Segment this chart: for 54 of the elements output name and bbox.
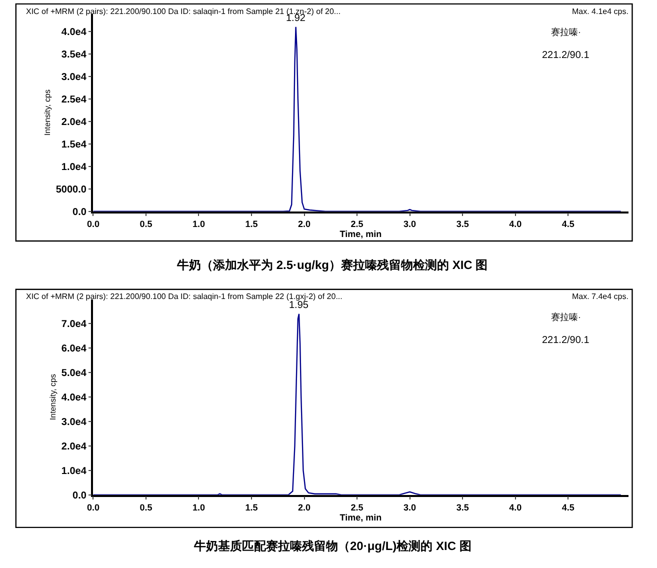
y-axis-title: Intensity, cps	[43, 90, 52, 136]
line-series	[93, 313, 622, 495]
y-tick-label: 1.5e4	[61, 139, 87, 150]
x-tick-label: 3.0	[404, 218, 416, 229]
annotation: Max. 7.4e4 cps.	[572, 292, 628, 301]
x-tick-label: 0.0	[86, 502, 100, 512]
x-tick-label: 2.0	[298, 502, 311, 512]
y-tick-label: 3.5e4	[61, 49, 87, 60]
annotation: 221.2/90.1	[542, 335, 590, 346]
y-tick-label: 2.0e4	[61, 441, 87, 452]
x-tick-label: 4.5	[562, 218, 574, 229]
y-tick-label: 3.0e4	[61, 72, 87, 83]
x-tick-label: 4.0	[509, 218, 522, 229]
x-tick-label: 1.0	[192, 502, 205, 512]
text: 牛奶（添加水平为 2.5·ug/kg）赛拉嗪残留物检测的 XIC 图	[176, 258, 488, 272]
annotation: 赛拉嗪·	[551, 27, 581, 37]
y-tick-label: 0.0	[72, 490, 87, 502]
x-tick-label: 3.5	[456, 218, 469, 229]
y-tick-label: 3.0e4	[61, 416, 87, 428]
x-tick-label: 1.5	[245, 218, 258, 229]
annotation: Max. 4.1e4 cps.	[572, 7, 628, 16]
x-axis-title: Time, min	[340, 512, 382, 522]
x-tick-label: 2.0	[298, 218, 311, 229]
x-tick-label: 2.5	[350, 502, 364, 512]
y-tick-label: 2.5e4	[61, 94, 87, 106]
chart-title: XIC of +MRM (2 pairs): 221.200/90.100 Da ID: salaqin-1 from Sample 21 (1.zn-2) of 20...	[26, 7, 341, 16]
y-axis-title: Intensity, cps	[48, 374, 58, 420]
annotation: 221.2/90.1	[542, 50, 590, 61]
x-tick-label: 1.0	[192, 218, 205, 229]
y-tick-label: 4.0e4	[61, 392, 87, 404]
x-tick-label: 3.0	[404, 502, 416, 512]
x-tick-label: 0.5	[140, 218, 152, 229]
chart-title: XIC of +MRM (2 pairs): 221.200/90.100 Da ID: salaqin-1 from Sample 22 (1.gxj-2) of 20...	[26, 292, 342, 301]
annotation: 赛拉嗪·	[551, 312, 581, 322]
x-tick-label: 2.5	[350, 218, 364, 229]
text: 牛奶基质匹配赛拉嗪残留物（20·μg/L)检测的 XIC 图	[193, 539, 472, 553]
x-axis-title: Time, min	[340, 228, 382, 239]
annotation: 1.95	[289, 300, 309, 311]
x-tick-label: 0.0	[86, 218, 100, 229]
x-tick-label: 4.0	[509, 502, 522, 512]
annotation: 1.92	[286, 13, 306, 24]
x-tick-label: 3.5	[456, 502, 469, 512]
y-tick-label: 5.0e4	[61, 368, 87, 380]
y-tick-label: 1.0e4	[61, 162, 87, 173]
x-tick-label: 1.5	[245, 502, 258, 512]
y-tick-label: 0.0	[72, 206, 87, 218]
y-tick-label: 7.0e4	[61, 319, 87, 330]
y-tick-label: 4.0e4	[61, 26, 87, 38]
y-tick-label: 5000.0	[56, 184, 87, 196]
y-tick-label: 6.0e4	[61, 344, 87, 355]
x-tick-label: 4.5	[562, 502, 574, 512]
x-tick-label: 0.5	[140, 502, 152, 512]
y-tick-label: 1.0e4	[61, 466, 87, 477]
y-tick-label: 2.0e4	[61, 116, 87, 128]
